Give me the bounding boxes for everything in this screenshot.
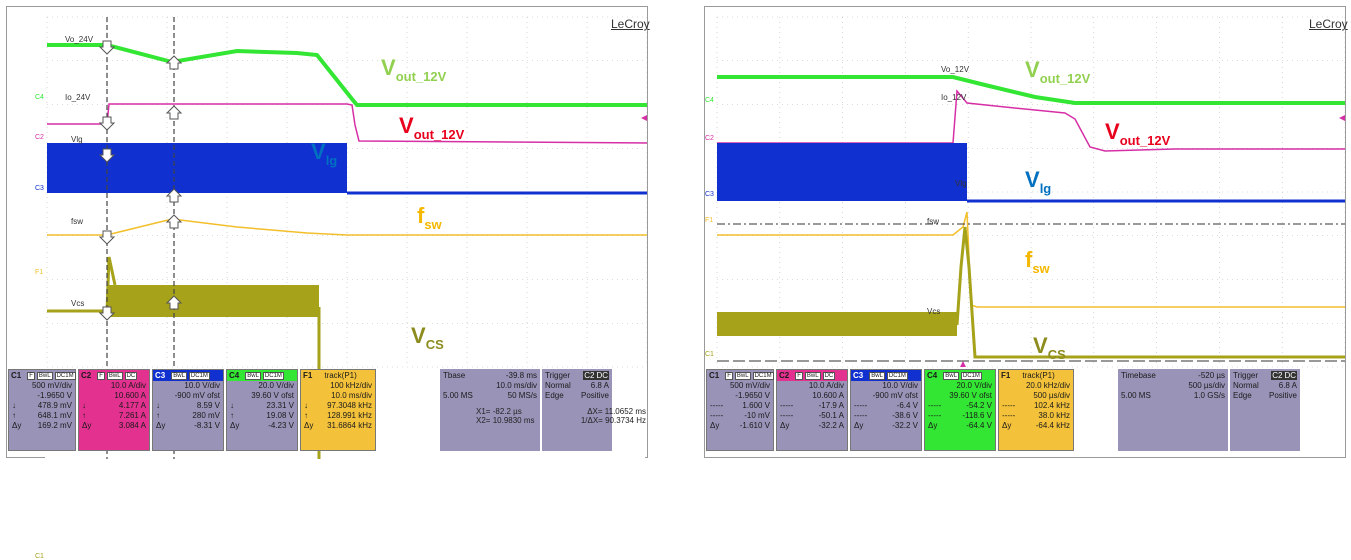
tag-fsw: fsw — [71, 217, 83, 226]
trace-vcs-burst — [717, 312, 957, 336]
label-vout-red: Vout_12V — [1105, 119, 1171, 148]
trace-vlg-burst — [47, 143, 347, 193]
channel-box-f1[interactable]: F1 track(P1) 20.0 kHz/div 500 µs/div ----… — [998, 369, 1074, 451]
channel-label-c2: C2 — [35, 134, 44, 141]
label-vlg: Vlg — [311, 139, 338, 168]
label-fsw: fsw — [1025, 247, 1050, 276]
tag-vlg: Vlg — [955, 179, 967, 188]
channel-box-c2[interactable]: C2 F BwL DC 10.0 A/div 10.600 A ↓ 4.177 A ↑ 7… — [78, 369, 150, 451]
brand-logo: LeCroy — [611, 17, 650, 31]
channel-label-c1: C1 — [35, 553, 44, 560]
channel-label-c2: C2 — [705, 135, 714, 142]
tag-vo: Vo_12V — [941, 65, 970, 74]
channel-box-c1[interactable]: C1 F BwL DC1M 500 mV/div -1.9650 V ↓ 478.9 m… — [8, 369, 76, 451]
channel-label-f1: F1 — [35, 269, 44, 276]
label-vout-green: Vout_12V — [1025, 57, 1091, 86]
tag-io: Io_24V — [65, 93, 91, 102]
channel-label-c4: C4 — [35, 94, 44, 101]
info-bar-left: C1 F BwL DC1M 500 mV/div -1.9650 V ↓ 478.9 m… — [6, 367, 648, 453]
trigger-box[interactable]: Trigger C2 DC Normal 6.8 A Edge Positive — [542, 369, 612, 451]
channel-box-c1[interactable]: C1 F BwL DC1M 500 mV/div -1.9650 V ----- 1.6… — [706, 369, 774, 451]
trigger-box[interactable]: Trigger C2 DC Normal 6.8 A Edge Positive — [1230, 369, 1300, 451]
channel-label-c3: C3 — [705, 191, 714, 198]
channel-box-c4[interactable]: C4 BwL DC1M 20.0 V/div 39.60 V ofst ↓ 23.31… — [226, 369, 298, 451]
trace-vout-12v — [717, 75, 1345, 105]
channel-label-c4: C4 — [705, 97, 714, 104]
tag-vcs: Vcs — [927, 307, 941, 316]
channel-label-f1: F1 — [705, 217, 714, 224]
scope-grid-right — [716, 16, 1345, 368]
brand-logo: LeCroy — [1309, 17, 1348, 31]
label-vlg: Vlg — [1025, 167, 1052, 196]
channel-box-c3[interactable]: C3 BwL DC1M 10.0 V/div -900 mV ofst ----- -… — [850, 369, 922, 451]
channel-box-c3[interactable]: C3 BwL DC1M 10.0 V/div -900 mV ofst ↓ 8.59 … — [152, 369, 224, 451]
label-vout-green: Vout_12V — [381, 55, 447, 84]
tag-io: Io_12V — [941, 93, 967, 102]
trace-io-12v — [717, 89, 1345, 152]
channel-box-c4[interactable]: C4 BwL DC1M 20.0 V/div 39.60 V ofst ----- -… — [924, 369, 996, 451]
channel-box-f1[interactable]: F1 track(P1) 100 kHz/div 10.0 ms/div ↓ 97.… — [300, 369, 376, 451]
trace-vout-24v — [47, 43, 647, 107]
trace-vcs-burst — [107, 285, 319, 317]
channel-box-c2[interactable]: C2 F BwL DC 10.0 A/div 10.600 A ----- -17.9 … — [776, 369, 848, 451]
label-vcs: VCS — [411, 323, 444, 352]
cursor-readout: X1= -82.2 µs ΔX= 11.0652 ms X2= 10.9830 m… — [476, 407, 646, 425]
tag-vo: Vo_24V — [65, 35, 94, 44]
channel-label-c1: C1 — [705, 351, 714, 358]
label-vcs: VCS — [1033, 333, 1066, 362]
channel-label-c3: C3 — [35, 185, 44, 192]
trace-fsw — [717, 211, 1345, 308]
tag-fsw: fsw — [927, 217, 939, 226]
label-fsw: fsw — [417, 203, 442, 232]
label-vout-red: Vout_12V — [399, 113, 465, 142]
timebase-box[interactable]: Timebase -520 µs 500 µs/div 5.00 MS 1.0 GS… — [1118, 369, 1228, 451]
timebase-box[interactable]: Tbase -39.8 ms 10.0 ms/div 5.00 MS 50 MS/s — [440, 369, 540, 451]
tag-vlg: Vlg — [71, 135, 83, 144]
tag-vcs: Vcs — [71, 299, 85, 308]
trace-vlg-burst — [717, 143, 967, 201]
info-bar-right: C1 F BwL DC1M 500 mV/div -1.9650 V ----- 1.6… — [704, 367, 1346, 453]
